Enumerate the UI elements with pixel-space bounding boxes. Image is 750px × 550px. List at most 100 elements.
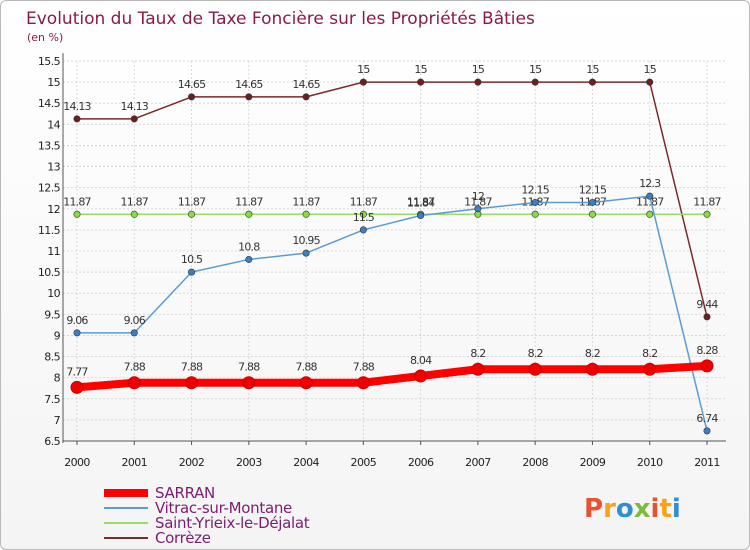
data-point [245, 255, 253, 263]
data-point [302, 249, 310, 257]
y-tick-label: 14 [47, 118, 60, 131]
data-point [188, 268, 196, 276]
data-point [531, 210, 539, 218]
logo-letter: o [616, 494, 634, 524]
data-label: 11.84 [407, 197, 435, 210]
data-point [130, 210, 138, 218]
y-tick-label: 13 [47, 161, 60, 174]
data-label: 11.87 [350, 195, 378, 208]
data-point [130, 115, 138, 123]
data-point [359, 226, 367, 234]
data-point [703, 427, 711, 435]
data-point [646, 192, 654, 200]
x-tick-label: 2009 [580, 456, 606, 469]
data-point [127, 376, 141, 390]
data-point [703, 210, 711, 218]
data-label: 9.06 [124, 314, 146, 327]
data-point [242, 376, 256, 390]
data-point [73, 210, 81, 218]
data-point [528, 362, 542, 376]
data-label: 14.13 [121, 100, 149, 113]
data-label: 7.88 [295, 361, 317, 374]
logo-letter: r [603, 494, 616, 524]
y-tick-label: 9 [54, 329, 61, 342]
series-sarran: 7.77 7.88 7.88 7.88 7.88 7.88 8.04 8.2 8.2 8.2 8.2… [66, 344, 719, 394]
data-point [302, 93, 310, 101]
data-label: 7.88 [181, 361, 203, 374]
series-layer: 14.13 14.13 14.65 14.65 14.65 15 15 15 15 15 15 9.4… [63, 63, 722, 435]
data-point [417, 78, 425, 86]
data-label: 10.8 [238, 240, 260, 253]
data-label: 14.65 [178, 78, 206, 91]
data-point [417, 212, 425, 220]
data-point [188, 210, 196, 218]
data-label: 15 [586, 63, 599, 76]
data-point [73, 329, 81, 337]
data-label: 12.3 [639, 177, 661, 190]
data-label: 7.88 [124, 361, 146, 374]
data-point [585, 362, 599, 376]
data-point [700, 359, 714, 373]
x-tick-label: 2010 [637, 456, 663, 469]
data-point [302, 210, 310, 218]
data-label: 12.15 [521, 183, 549, 196]
data-point [588, 198, 596, 206]
data-label: 15 [472, 63, 485, 76]
logo-letter: P [584, 494, 603, 524]
data-point [245, 210, 253, 218]
logo-letter: x [634, 494, 651, 524]
series-vitrac-sur-montane: 9.06 9.06 10.5 10.8 10.95 11.5 11.84 12 12.15 12.… [66, 177, 719, 435]
series-correze: 14.13 14.13 14.65 14.65 14.65 15 15 15 15 15 15 9.4… [63, 63, 719, 321]
legend-label: SARRAN [155, 484, 215, 502]
data-point [588, 78, 596, 86]
x-tick-label: 2000 [64, 456, 90, 469]
data-label: 8.2 [528, 347, 543, 360]
y-tick-label: 9.5 [44, 308, 60, 321]
x-tick-label: 2006 [408, 456, 434, 469]
data-label: 14.65 [292, 78, 320, 91]
y-tick-label: 13.5 [38, 139, 61, 152]
axes: 6.577.588.599.51010.51111.51212.51313.51… [38, 53, 726, 469]
data-label: 14.13 [63, 100, 91, 113]
logo-letter: t [659, 494, 671, 524]
data-label: 11.87 [292, 195, 320, 208]
data-label: 8.28 [696, 344, 718, 357]
y-tick-label: 12 [47, 203, 60, 216]
y-tick-label: 12.5 [38, 182, 61, 195]
y-tick-label: 11.5 [38, 224, 61, 237]
y-tick-label: 10 [47, 287, 60, 300]
data-label: 11.87 [235, 195, 263, 208]
data-point [646, 210, 654, 218]
y-tick-label: 7 [54, 414, 61, 427]
x-tick-label: 2004 [293, 456, 319, 469]
data-point [245, 93, 253, 101]
data-label: 11.5 [353, 211, 375, 224]
data-point [471, 362, 485, 376]
data-label: 11.87 [178, 195, 206, 208]
data-label: 8.2 [585, 347, 600, 360]
data-label: 9.06 [66, 314, 88, 327]
data-label: 8.04 [410, 354, 432, 367]
data-label: 9.44 [696, 298, 718, 311]
data-label: 15 [357, 63, 370, 76]
data-label: 7.88 [353, 361, 375, 374]
data-point [359, 78, 367, 86]
data-point [531, 198, 539, 206]
data-point [588, 210, 596, 218]
logo-letter: i [651, 494, 660, 524]
data-point [356, 376, 370, 390]
data-point [531, 78, 539, 86]
data-label: 7.77 [66, 365, 88, 378]
data-point [299, 376, 313, 390]
data-point [359, 210, 367, 218]
y-tick-label: 8.5 [44, 351, 60, 364]
data-point [73, 115, 81, 123]
y-tick-label: 14.5 [38, 97, 61, 110]
proxiti-logo: Proxiti [584, 494, 681, 524]
y-tick-label: 8 [54, 372, 61, 385]
y-tick-label: 11 [47, 245, 60, 258]
data-label: 15 [529, 63, 542, 76]
data-label: 10.5 [181, 253, 203, 266]
